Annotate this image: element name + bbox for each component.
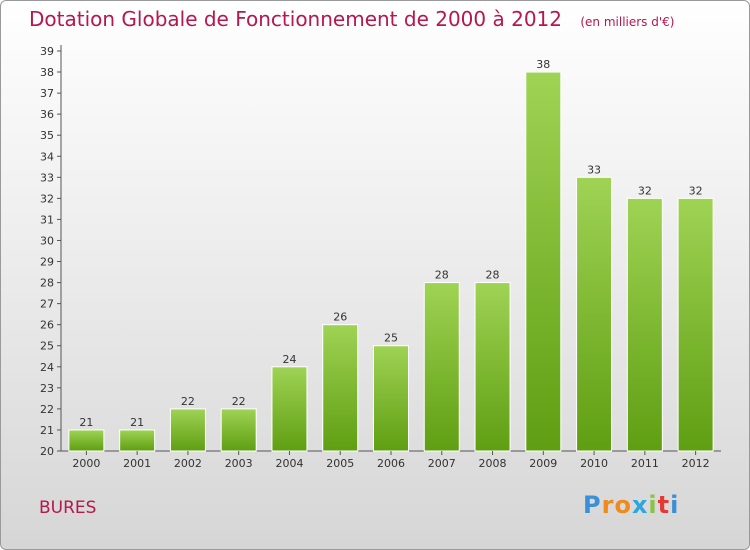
y-tick-label: 27 [40, 298, 54, 311]
chart-title-text: Dotation Globale de Fonctionnement de 20… [29, 7, 562, 31]
bar-value-label: 21 [130, 416, 144, 429]
proxiti-logo: Proxiti [583, 491, 680, 519]
x-tick-label: 2006 [377, 457, 405, 470]
x-tick-label: 2011 [631, 457, 659, 470]
y-tick-label: 25 [40, 340, 54, 353]
bar-value-label: 33 [587, 163, 601, 176]
y-tick-label: 30 [40, 234, 54, 247]
y-tick-label: 36 [40, 108, 54, 121]
bar [169, 408, 206, 452]
bar-value-label: 24 [282, 353, 296, 366]
x-tick-label: 2012 [682, 457, 710, 470]
bar [322, 324, 359, 452]
x-tick-label: 2001 [123, 457, 151, 470]
bar-value-label: 22 [232, 395, 246, 408]
y-tick-label: 26 [40, 319, 54, 332]
x-tick-label: 2003 [225, 457, 253, 470]
x-tick-label: 2008 [479, 457, 507, 470]
bar-value-label: 26 [333, 311, 347, 324]
y-tick-label: 33 [40, 171, 54, 184]
y-tick-label: 39 [40, 45, 54, 58]
y-tick-label: 31 [40, 213, 54, 226]
bar [576, 176, 613, 452]
y-tick-label: 20 [40, 445, 54, 458]
bar [677, 197, 714, 452]
bar [626, 197, 663, 452]
y-tick-label: 28 [40, 277, 54, 290]
y-tick-label: 23 [40, 382, 54, 395]
bar [525, 71, 562, 452]
x-tick-label: 2010 [580, 457, 608, 470]
y-tick-label: 37 [40, 87, 54, 100]
bar-value-label: 28 [435, 269, 449, 282]
bar [271, 366, 308, 452]
y-tick-label: 29 [40, 256, 54, 269]
y-tick-label: 38 [40, 66, 54, 79]
x-tick-label: 2000 [72, 457, 100, 470]
x-tick-label: 2005 [326, 457, 354, 470]
bar [474, 282, 511, 452]
bar [220, 408, 257, 452]
y-tick-label: 35 [40, 129, 54, 142]
x-tick-label: 2007 [428, 457, 456, 470]
x-tick-label: 2009 [529, 457, 557, 470]
bar [119, 429, 156, 452]
y-tick-label: 22 [40, 403, 54, 416]
bar-value-label: 32 [638, 184, 652, 197]
bar-value-label: 22 [181, 395, 195, 408]
y-tick-label: 34 [40, 150, 54, 163]
chart-unit: (en milliers d'€) [580, 15, 675, 29]
bar-value-label: 28 [486, 269, 500, 282]
bar-value-label: 25 [384, 332, 398, 345]
x-tick-label: 2002 [174, 457, 202, 470]
chart-title: Dotation Globale de Fonctionnement de 20… [29, 7, 674, 31]
bar [68, 429, 105, 452]
bar [423, 282, 460, 452]
bar-value-label: 38 [536, 58, 550, 71]
x-tick-label: 2004 [275, 457, 303, 470]
y-tick-label: 24 [40, 361, 54, 374]
y-tick-label: 32 [40, 192, 54, 205]
y-tick-label: 21 [40, 424, 54, 437]
bar [373, 345, 409, 452]
bar-value-label: 21 [79, 416, 93, 429]
bar-value-label: 32 [689, 184, 703, 197]
commune-name: BURES [39, 498, 97, 518]
